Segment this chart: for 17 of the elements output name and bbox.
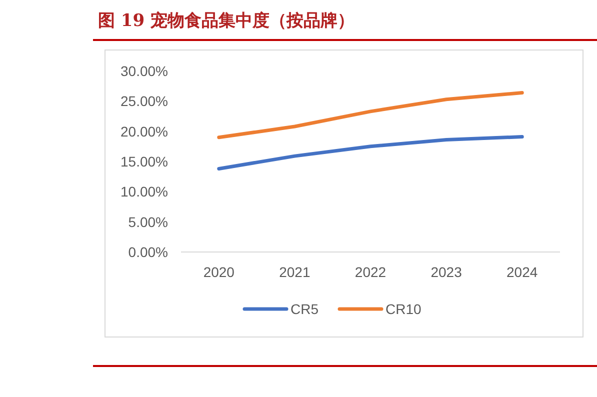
line-series <box>217 90 524 140</box>
chart-title: 图 19 宠物食品集中度（按品牌） <box>98 11 354 31</box>
x-tick-label: 2022 <box>354 264 386 280</box>
y-tick-label: 15.00% <box>120 154 168 170</box>
x-tick-label: 2024 <box>506 264 538 280</box>
x-tick-label: 2021 <box>279 264 310 280</box>
y-tick-label: 25.00% <box>120 93 168 110</box>
y-tick-label: 0.00% <box>128 244 168 260</box>
legend-label: CR5 <box>290 301 319 317</box>
line-series <box>217 135 524 170</box>
y-tick-label: 30.00% <box>120 63 168 79</box>
x-tick-label: 2023 <box>430 264 462 280</box>
y-tick-label: 20.00% <box>120 123 168 140</box>
y-tick-label: 10.00% <box>120 184 168 200</box>
legend-label: CR10 <box>386 301 422 317</box>
x-tick-label: 2020 <box>203 264 235 280</box>
y-tick-label: 5.00% <box>128 214 168 230</box>
